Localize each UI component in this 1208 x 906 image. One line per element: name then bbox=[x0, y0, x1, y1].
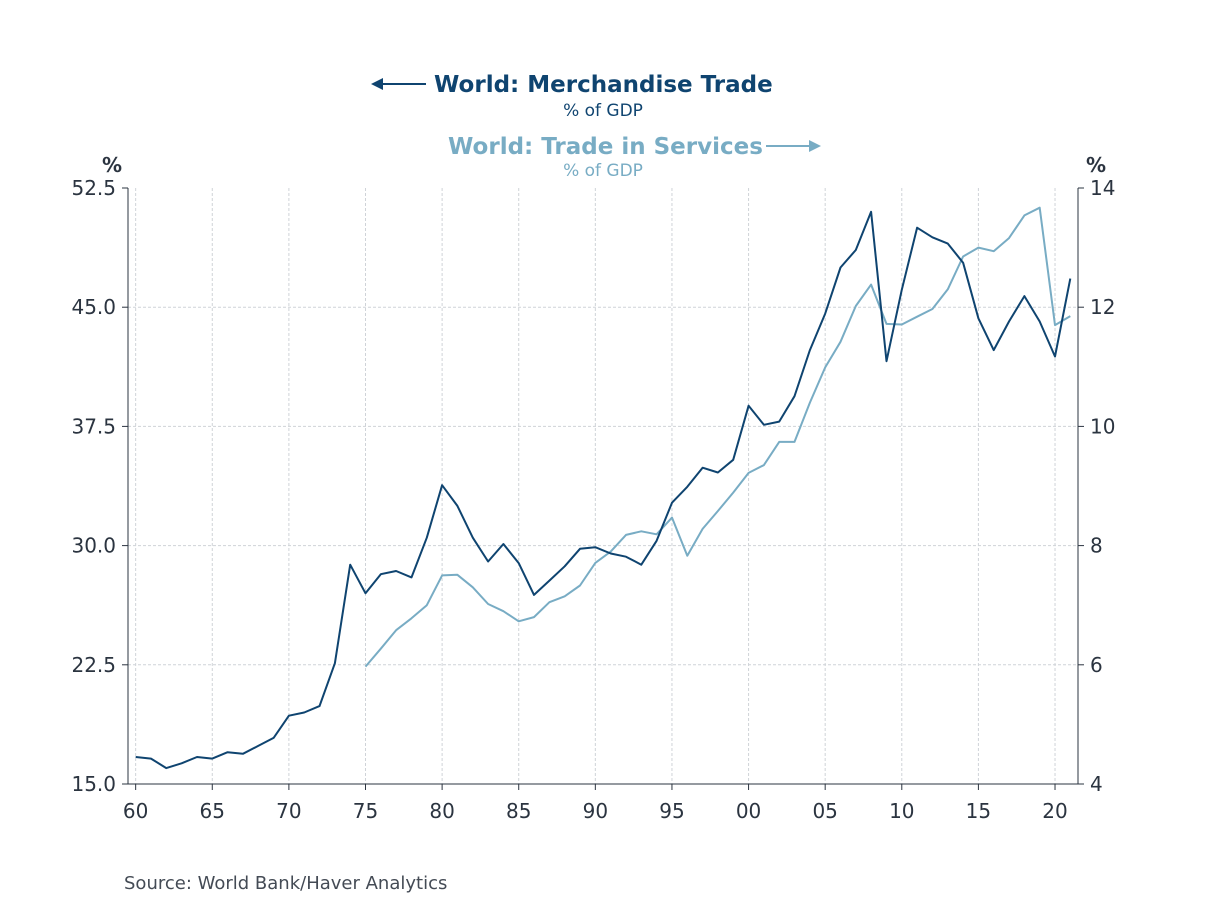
x-tick-label: 70 bbox=[276, 799, 301, 823]
series-lines bbox=[135, 206, 1072, 770]
merch-series-title: World: Merchandise Trade bbox=[434, 72, 773, 98]
x-tick-label: 20 bbox=[1042, 799, 1067, 823]
merch-series-subtitle: % of GDP bbox=[563, 101, 643, 121]
x-tick-label: 90 bbox=[583, 799, 608, 823]
merch-title-group: World: Merchandise Trade % of GDP bbox=[371, 72, 773, 121]
x-tick-label: 10 bbox=[889, 799, 914, 823]
x-tick-label: 60 bbox=[123, 799, 148, 823]
left-axis-ticks: 15.0 22.5 30.0 37.5 45.0 52.5 bbox=[71, 176, 128, 796]
right-tick-label: 12 bbox=[1090, 295, 1115, 319]
x-tick-label: 00 bbox=[736, 799, 761, 823]
right-tick-label: 8 bbox=[1090, 534, 1103, 558]
right-tick-label: 10 bbox=[1090, 414, 1115, 438]
left-tick-label: 15.0 bbox=[71, 772, 116, 796]
merchandise-trade-line bbox=[135, 210, 1072, 770]
right-tick-label: 6 bbox=[1090, 653, 1103, 677]
x-tick-label: 95 bbox=[659, 799, 684, 823]
services-series-title: World: Trade in Services bbox=[448, 134, 763, 160]
x-tick-label: 05 bbox=[812, 799, 837, 823]
x-tick-label: 15 bbox=[966, 799, 991, 823]
services-trade-line bbox=[364, 206, 1071, 668]
grid bbox=[128, 188, 1078, 784]
x-axis-ticks: 60 65 70 75 80 85 90 95 00 05 10 15 20 bbox=[123, 784, 1068, 823]
left-axis-unit: % bbox=[102, 153, 122, 177]
right-tick-label: 14 bbox=[1090, 176, 1115, 200]
right-arrow-head-icon bbox=[809, 140, 821, 152]
left-tick-label: 22.5 bbox=[71, 653, 116, 677]
right-tick-label: 4 bbox=[1090, 772, 1103, 796]
left-tick-label: 52.5 bbox=[71, 176, 116, 200]
left-arrow-head-icon bbox=[371, 78, 383, 90]
services-series-subtitle: % of GDP bbox=[563, 161, 643, 181]
axes bbox=[127, 188, 1079, 785]
source-note: Source: World Bank/Haver Analytics bbox=[124, 873, 447, 894]
x-tick-label: 85 bbox=[506, 799, 531, 823]
x-tick-label: 75 bbox=[353, 799, 378, 823]
left-tick-label: 45.0 bbox=[71, 295, 116, 319]
x-tick-label: 80 bbox=[429, 799, 454, 823]
left-tick-label: 37.5 bbox=[71, 414, 116, 438]
services-title-group: World: Trade in Services % of GDP bbox=[448, 134, 821, 181]
right-axis-ticks: 4 6 8 10 12 14 bbox=[1078, 176, 1115, 796]
right-axis-unit: % bbox=[1086, 153, 1106, 177]
left-tick-label: 30.0 bbox=[71, 534, 116, 558]
x-tick-label: 65 bbox=[200, 799, 225, 823]
